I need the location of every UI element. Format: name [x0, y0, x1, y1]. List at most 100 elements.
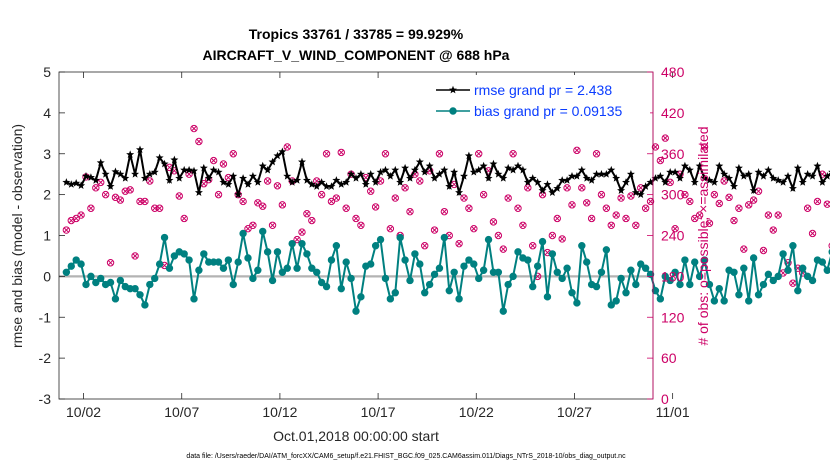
obs-possible-circle: [278, 201, 287, 209]
obs-assimilated-cross: [93, 185, 99, 191]
obs-possible-circle: [808, 229, 817, 238]
obs-possible-circle: [465, 204, 473, 212]
obs-assimilated-cross: [191, 125, 197, 132]
bias-point: [651, 286, 660, 295]
y-tick: 0: [43, 268, 65, 284]
obs-possible-circle: [705, 219, 714, 227]
rmse-point: [455, 188, 464, 196]
rmse-point: [347, 169, 356, 178]
plot-area: [59, 72, 653, 399]
rmse-point: [489, 159, 498, 168]
x-tick: 10/02: [66, 72, 101, 420]
rmse-point: [509, 165, 518, 174]
legend-label-bias: bias grand pr = 0.09135: [474, 103, 622, 119]
obs-assimilated-cross: [687, 198, 693, 204]
obs-count-marker: [406, 207, 414, 216]
obs-assimilated-cross: [775, 212, 781, 218]
obs-possible-circle: [367, 187, 375, 195]
footnote: data file: /Users/raeder/DAI/ATM_forcXX/…: [186, 453, 626, 460]
rmse-point: [695, 161, 704, 170]
bias-point: [754, 291, 763, 299]
bias-point: [632, 280, 640, 289]
obs-assimilated-cross: [770, 227, 776, 233]
rmse-point: [553, 184, 562, 192]
rmse-point: [219, 178, 228, 186]
bias-point: [578, 242, 586, 250]
obs-possible-circle: [263, 177, 272, 185]
rmse-point: [302, 176, 311, 184]
bias-point: [263, 248, 272, 256]
obs-count-marker: [293, 235, 301, 244]
obs-assimilated-cross: [353, 215, 359, 222]
obs-assimilated-cross: [643, 205, 649, 211]
rmse-point: [730, 182, 738, 190]
rmse-point: [798, 178, 807, 186]
y-tick-label: -1: [39, 309, 52, 325]
obs-assimilated-cross: [741, 246, 747, 252]
obs-possible-circle: [406, 207, 414, 216]
obs-assimilated-cross: [373, 204, 379, 210]
obs-possible-circle: [548, 231, 557, 240]
bias-point: [499, 307, 507, 315]
obs-possible-circle: [308, 216, 316, 225]
obs-count-marker: [808, 229, 817, 238]
rmse-point: [749, 186, 758, 194]
bias-point: [268, 276, 277, 285]
obs-possible-circle: [656, 156, 665, 165]
y-right-tick: 480: [647, 64, 685, 80]
rmse-point: [361, 180, 370, 188]
bias-point: [553, 268, 561, 276]
y-right-tick-label: 360: [661, 146, 685, 162]
obs-count-marker: [239, 197, 247, 206]
y-right-tick: 60: [647, 350, 677, 366]
obs-assimilated-cross: [309, 217, 315, 224]
y-tick-label: 1: [43, 228, 51, 244]
rmse-point: [278, 147, 287, 156]
rmse-point: [700, 174, 709, 182]
obs-possible-circle: [421, 242, 429, 250]
bias-point: [259, 227, 267, 236]
rmse-point: [96, 158, 105, 167]
obs-assimilated-cross: [500, 246, 506, 252]
bias-point: [573, 299, 581, 307]
rmse-point: [764, 165, 773, 174]
obs-count-marker: [710, 190, 719, 199]
rmse-point: [106, 182, 115, 190]
y-tick-label: 4: [43, 105, 51, 121]
rmse-point: [288, 178, 297, 186]
obs-count-marker: [475, 150, 483, 158]
obs-count-marker: [460, 194, 468, 202]
y-right-tick-label: 300: [661, 187, 685, 203]
rmse-point: [312, 182, 321, 190]
obs-count-marker: [190, 124, 198, 133]
rmse-point: [744, 169, 753, 178]
obs-possible-circle: [632, 221, 640, 229]
obs-count-marker: [209, 156, 218, 165]
bias-point: [249, 274, 257, 283]
bias-point: [681, 256, 689, 264]
obs-possible-circle: [583, 199, 591, 207]
bias-point: [749, 254, 758, 262]
rmse-point: [543, 180, 552, 188]
obs-possible-circle: [602, 204, 611, 212]
rmse-point: [293, 176, 302, 184]
bias-point: [460, 262, 468, 270]
rmse-point: [337, 180, 346, 188]
rmse-point: [450, 167, 459, 176]
obs-assimilated-cross: [765, 212, 771, 218]
rmse-point: [631, 188, 640, 196]
obs-assimilated-cross: [392, 195, 398, 201]
obs-assimilated-cross: [265, 178, 271, 184]
rmse-point: [622, 178, 630, 186]
obs-possible-circle: [686, 197, 694, 206]
rmse-point: [366, 169, 375, 178]
bias-point: [106, 278, 115, 287]
rmse-point: [504, 163, 513, 172]
rmse-point: [342, 178, 351, 186]
obs-possible-circle: [455, 239, 463, 248]
obs-count-marker: [435, 150, 444, 158]
obs-count-marker: [352, 214, 360, 223]
obs-possible-circle: [730, 216, 738, 225]
obs-assimilated-cross: [603, 205, 609, 211]
bias-point: [671, 268, 679, 276]
